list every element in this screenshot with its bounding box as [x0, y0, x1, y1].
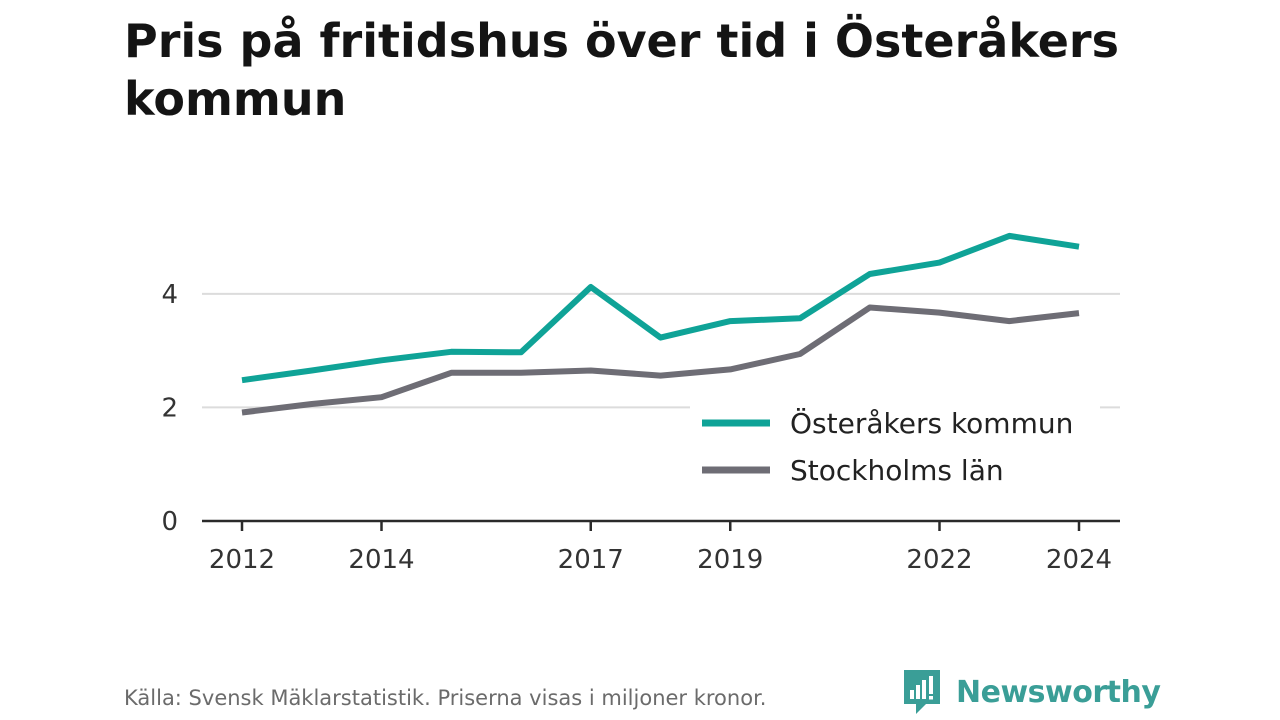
y-tick-label: 4	[161, 280, 178, 310]
y-axis-ticks: 0 2 4	[161, 280, 178, 537]
brand-name: Newsworthy	[956, 674, 1161, 710]
series-line-1	[241, 304, 1080, 416]
x-tick-label: 2024	[1046, 545, 1112, 575]
x-tick-label: 2019	[697, 545, 763, 575]
y-tick-label: 0	[161, 507, 178, 537]
brand-logo[interactable]: Newsworthy	[902, 668, 1161, 716]
legend-label: Stockholms län	[790, 454, 1004, 487]
legend-label: Österåkers kommun	[790, 406, 1073, 440]
legend-background	[690, 392, 1100, 500]
x-tick-label: 2017	[558, 545, 624, 575]
series-lines	[241, 232, 1080, 416]
x-tick-label: 2012	[209, 545, 275, 575]
source-note: Källa: Svensk Mäklarstatistik. Priserna …	[124, 686, 767, 710]
chart-title: Pris på fritidshus över tid i Österåkers…	[124, 14, 1119, 126]
series-line-0	[241, 232, 1080, 384]
x-tick-label: 2022	[906, 545, 972, 575]
x-axis: 2012 2014 2017 2019 2022 2024	[202, 519, 1120, 575]
gridlines	[202, 292, 1120, 409]
legend: Österåkers kommun Stockholms län	[690, 392, 1100, 500]
newsworthy-logo-icon	[904, 670, 940, 714]
y-tick-label: 2	[161, 393, 178, 423]
x-tick-label: 2014	[348, 545, 414, 575]
